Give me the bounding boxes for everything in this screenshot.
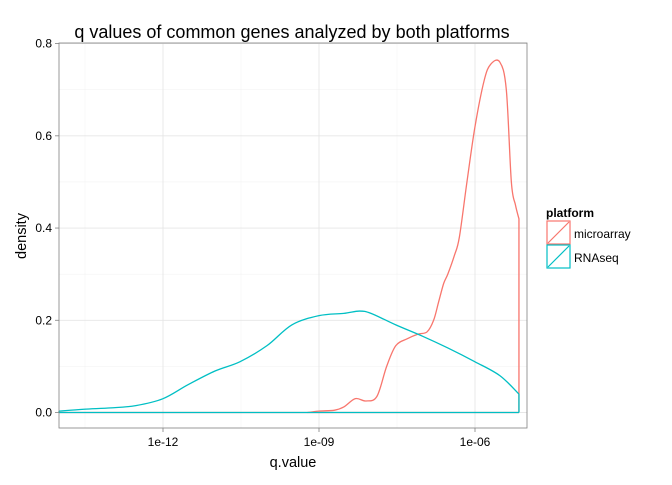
legend-item-rnaseq: RNAseq	[546, 244, 619, 269]
y-tick-label: 0.0	[35, 406, 52, 420]
x-tick-label: 1e-06	[460, 435, 491, 449]
chart-title: q values of common genes analyzed by bot…	[74, 22, 509, 42]
y-tick-label: 0.6	[35, 129, 52, 143]
legend-item-microarray: microarray	[546, 220, 631, 245]
x-axis: 1e-12 1e-09 1e-06	[148, 428, 491, 449]
y-tick-label: 0.4	[35, 221, 52, 235]
legend: platform microarray RNAseq	[546, 206, 631, 269]
x-tick-label: 1e-12	[148, 435, 179, 449]
x-tick-label: 1e-09	[304, 435, 335, 449]
legend-title: platform	[546, 206, 594, 220]
y-tick-label: 0.2	[35, 313, 52, 327]
density-curve	[307, 59, 520, 414]
legend-label-rnaseq: RNAseq	[574, 251, 619, 265]
y-axis-title: density	[14, 212, 30, 259]
y-axis: 0.0 0.2 0.4 0.6 0.8	[35, 37, 59, 420]
legend-key-line-rnaseq	[547, 245, 570, 268]
plot-panel	[58, 42, 528, 429]
density-curve	[58, 310, 520, 413]
x-axis-title: q.value	[270, 455, 317, 471]
panel-background	[59, 43, 527, 428]
panel-border	[58, 42, 528, 429]
y-tick-label: 0.8	[35, 37, 52, 51]
legend-label-microarray: microarray	[574, 227, 631, 241]
legend-key-line-microarray	[547, 221, 570, 244]
